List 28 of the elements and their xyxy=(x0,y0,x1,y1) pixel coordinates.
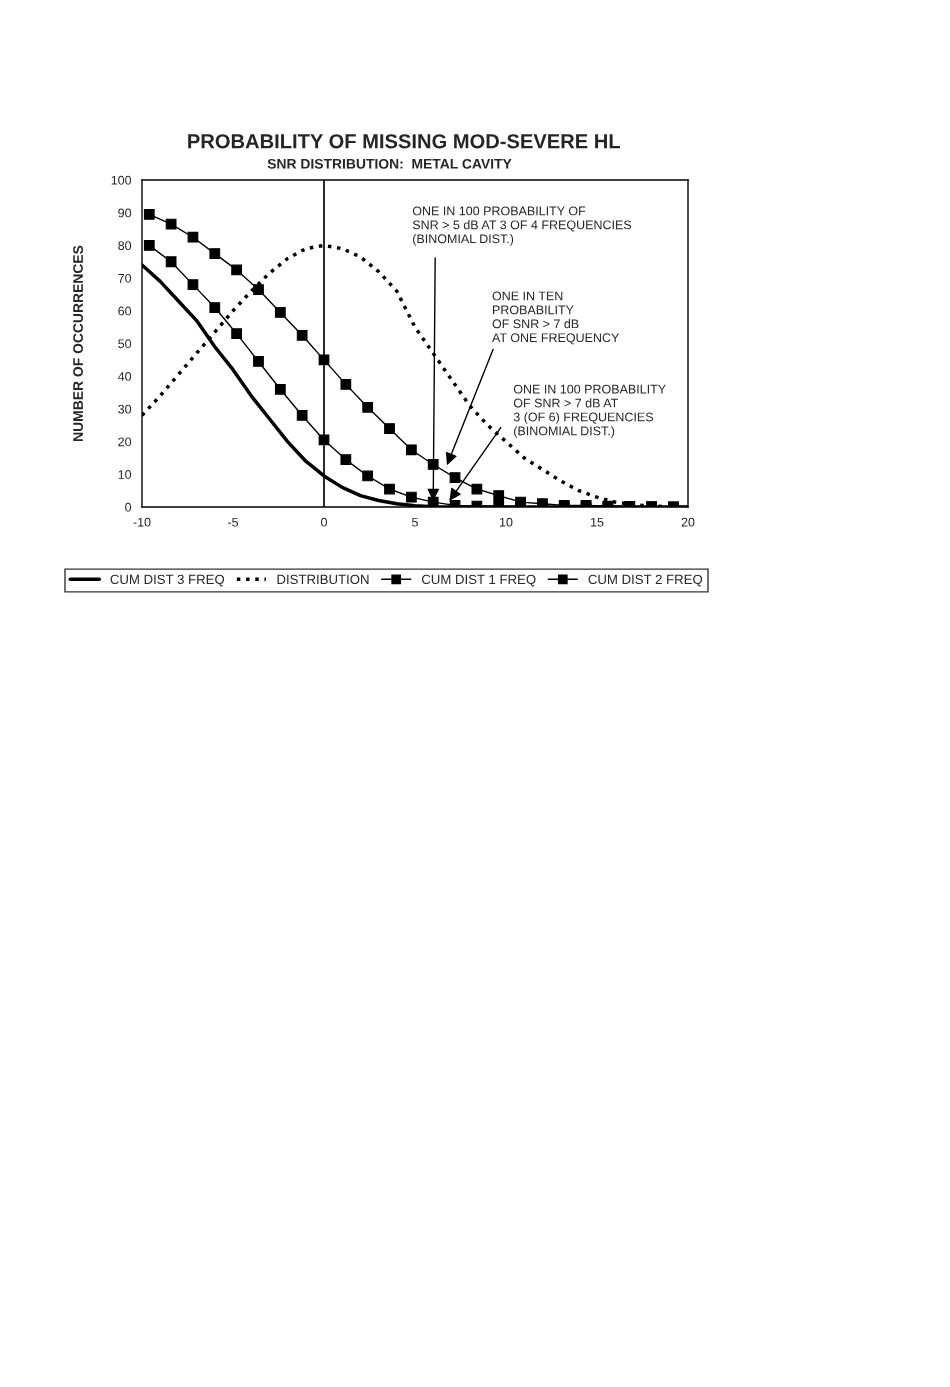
x-tick-label: 0 xyxy=(321,517,327,527)
y-tick-label: 50 xyxy=(118,339,132,349)
y-tick-label: 100 xyxy=(111,175,132,185)
x-tick-label: 15 xyxy=(591,517,604,527)
y-tick-label: 90 xyxy=(118,208,132,218)
y-tick-label: 70 xyxy=(118,273,132,283)
y-tick-label: 80 xyxy=(118,241,132,251)
annotation: ONE IN 100 PROBABILITY OF SNR > 7 dB AT 3 (OF 6) FREQUENCIES (BINOMIAL DIST.) xyxy=(513,384,666,438)
annotation: ONE IN TEN PROBABILITY OF SNR > 7 dB AT ONE FREQUENCY xyxy=(492,291,620,345)
y-tick-label: 0 xyxy=(125,502,132,512)
chart-title: PROBABILITY OF MISSING MOD-SEVERE HL xyxy=(188,134,621,149)
legend-label: CUM DIST 1 FREQ xyxy=(421,574,536,587)
y-axis-title: NUMBER OF OCCURRENCES xyxy=(73,245,83,441)
legend-label: DISTRIBUTION xyxy=(277,574,369,585)
annotation: ONE IN 100 PROBABILITY OF SNR > 5 dB AT 3 OF 4 FREQUENCIES (BINOMIAL DIST.) xyxy=(412,206,632,246)
legend-label: CUM DIST 3 FREQ xyxy=(110,574,225,587)
y-tick-label: 40 xyxy=(117,372,132,381)
legend-label: CUM DIST 2 FREQ xyxy=(588,574,703,587)
x-tick-label: -5 xyxy=(228,517,239,527)
chart-subtitle: SNR DISTRIBUTION: METAL CAVITY xyxy=(267,158,512,169)
y-tick-label: 60 xyxy=(118,306,132,316)
x-tick-label: 20 xyxy=(681,517,695,527)
y-tick-label: 10 xyxy=(118,470,132,479)
x-tick-label: -10 xyxy=(133,517,151,527)
x-tick-label: 10 xyxy=(500,517,513,527)
y-tick-label: 30 xyxy=(118,404,132,414)
y-tick-label: 20 xyxy=(118,437,132,447)
x-tick-label: 5 xyxy=(412,517,418,527)
